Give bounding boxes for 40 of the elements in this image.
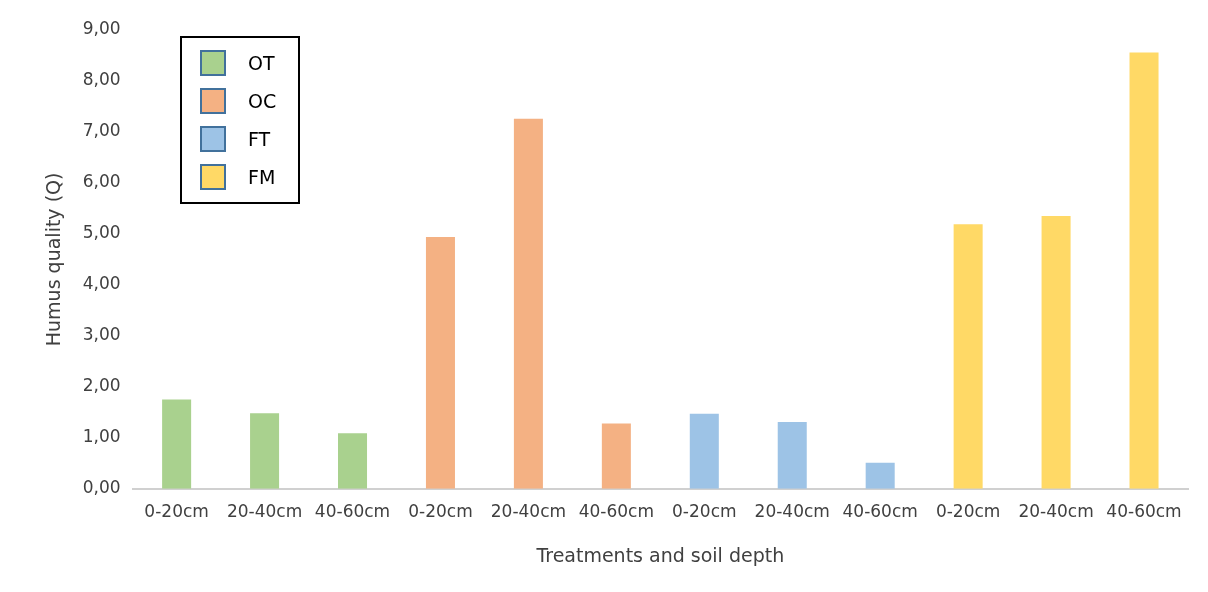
legend-label: FT (248, 128, 271, 150)
x-tick-label: 40-60cm (842, 501, 918, 522)
x-tick-label: 40-60cm (314, 501, 391, 522)
y-tick-label: 9,00 (82, 18, 121, 39)
bar (777, 422, 807, 489)
x-tick-label: 0-20cm (672, 501, 737, 522)
bar (513, 118, 543, 489)
x-tick-label: 40-60cm (578, 501, 655, 522)
bar (865, 462, 895, 489)
legend-label: OC (248, 90, 277, 112)
x-tick-label: 40-60cm (1106, 501, 1182, 522)
x-tick-label: 20-40cm (490, 501, 567, 522)
legend-label: FM (248, 166, 276, 188)
y-tick-label: 5,00 (82, 222, 121, 243)
y-axis-title: Humus quality (Q) (42, 172, 65, 347)
bar (1041, 216, 1071, 489)
x-tick-label: 20-40cm (226, 501, 303, 522)
y-tick-label: 8,00 (82, 69, 121, 90)
bar (953, 224, 983, 489)
bar (338, 433, 368, 489)
y-tick-label: 3,00 (82, 324, 121, 345)
y-tick-label: 1,00 (82, 426, 121, 447)
x-tick-label: 20-40cm (754, 501, 830, 522)
x-axis-title: Treatments and soil depth (535, 543, 785, 566)
bar (425, 236, 455, 489)
y-tick-label: 2,00 (82, 375, 121, 396)
x-tick-label: 0-20cm (935, 501, 1001, 522)
y-tick-label: 7,00 (82, 120, 121, 141)
bar (250, 413, 280, 489)
bar (1129, 52, 1159, 489)
bar (689, 413, 719, 489)
bar (162, 399, 192, 489)
x-tick-label: 20-40cm (1018, 501, 1094, 522)
x-tick-label: 0-20cm (144, 501, 209, 522)
legend-label: OT (248, 52, 275, 74)
x-tick-label: 0-20cm (408, 501, 473, 522)
y-tick-label: 6,00 (82, 171, 121, 192)
y-tick-label: 0,00 (82, 477, 121, 498)
y-tick-label: 4,00 (82, 273, 121, 294)
bar (601, 423, 631, 489)
